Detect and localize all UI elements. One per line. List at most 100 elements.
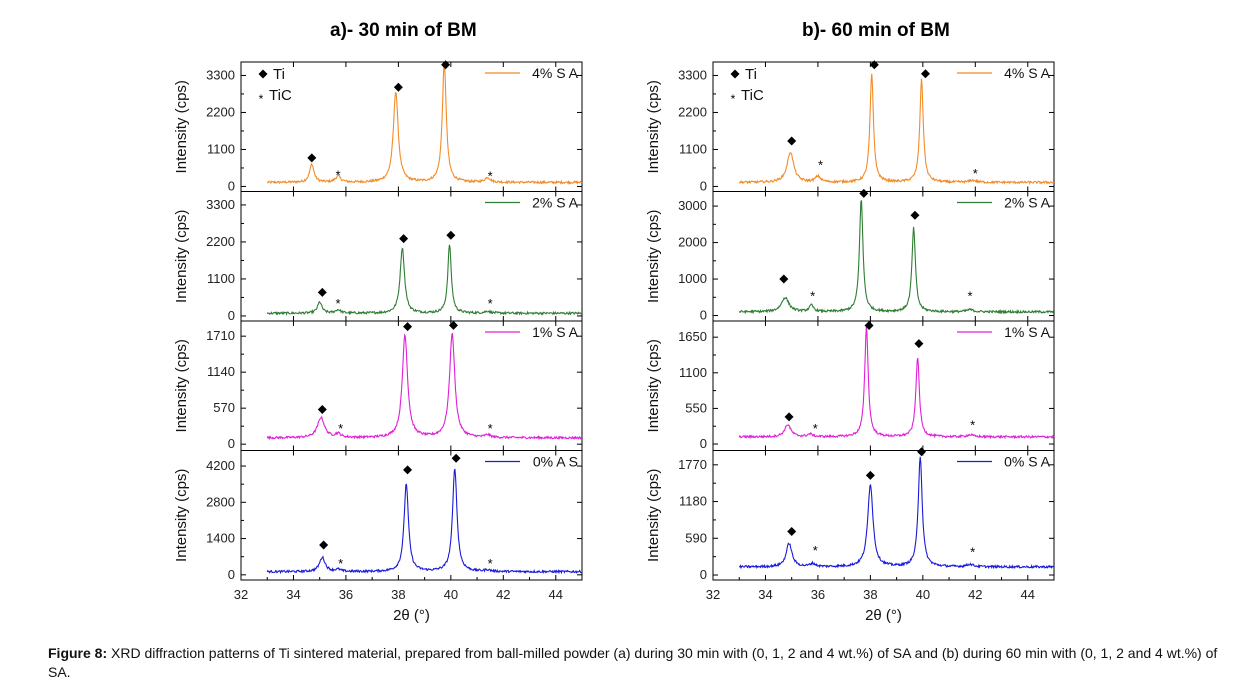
legend-label: 4% S A: [532, 65, 579, 81]
ti-peak-marker: [864, 321, 874, 331]
xrd-trace: [266, 468, 583, 575]
x-tick-label: 40: [444, 587, 458, 602]
x-tick-label: 32: [706, 587, 720, 602]
y-tick-label: 1180: [679, 494, 707, 509]
ti-peak-marker: [451, 453, 461, 463]
y-tick-label: 550: [685, 400, 707, 415]
x-tick-label: 38: [391, 587, 405, 602]
y-tick-label: 0: [228, 308, 235, 323]
subplot-1-s-a: 0 550 1100 1650 Intensity (cps) 1% S A * *: [645, 320, 1055, 451]
tic-peak-marker: *: [810, 288, 815, 303]
x-tick-label: 34: [758, 587, 772, 602]
y-axis-label: Intensity (cps): [645, 339, 662, 432]
y-tick-label: 1400: [206, 531, 235, 546]
xrd-trace: [266, 332, 583, 441]
y-tick-label: 2800: [206, 494, 235, 509]
ti-peak-marker: [910, 210, 920, 220]
y-tick-label: 2200: [678, 104, 707, 119]
ti-peak-marker: [784, 412, 794, 422]
y-tick-label: 0: [228, 567, 235, 582]
legend-tic-marker: *: [259, 92, 264, 106]
tic-peak-marker: *: [813, 543, 818, 558]
xrd-panel-1: a)- 30 min of BM 0 1100 2200 3300 Intensity (…: [173, 20, 583, 624]
ti-peak-marker: [403, 322, 413, 332]
y-axis-label: Intensity (cps): [645, 80, 662, 173]
ti-peak-marker: [917, 447, 927, 457]
x-tick-label: 32: [234, 587, 248, 602]
y-tick-label: 2000: [678, 235, 707, 250]
y-tick-label: 2200: [206, 104, 235, 119]
ti-peak-marker: [399, 234, 409, 244]
legend-label: 2% S A: [1004, 195, 1051, 211]
ti-peak-marker: [448, 320, 458, 330]
tic-peak-marker: *: [336, 296, 341, 311]
subplot-0-s-a: 0 590 1180 1770 Intensity (cps) 0% S A * *: [645, 447, 1055, 582]
legend-label: 1% S A: [1004, 324, 1051, 340]
panel-title: b)- 60 min of BM: [802, 20, 950, 41]
y-tick-label: 3300: [206, 67, 235, 82]
tic-peak-marker: *: [338, 421, 343, 436]
xrd-trace: [266, 63, 583, 185]
legend-ti-marker: [730, 69, 740, 79]
caption-label: Figure 8:: [48, 645, 108, 661]
ti-peak-marker: [859, 188, 869, 198]
legend-tic-label: TiC: [741, 87, 764, 104]
x-tick-label: 40: [916, 587, 930, 602]
plot-frame: [712, 61, 1055, 192]
legend-ti-label: Ti: [273, 66, 285, 83]
plot-frame: [712, 320, 1055, 451]
ti-peak-marker: [869, 60, 879, 70]
y-tick-label: 1140: [207, 364, 235, 379]
y-tick-label: 1100: [207, 271, 235, 286]
ti-peak-marker: [865, 470, 875, 480]
subplot-2-s-a: 0 1100 2200 3300 Intensity (cps) 2% S A * *: [173, 191, 583, 323]
y-axis-label: Intensity (cps): [173, 210, 190, 303]
y-tick-label: 1000: [678, 271, 707, 286]
y-tick-label: 1770: [678, 457, 707, 472]
ti-peak-marker: [441, 60, 451, 70]
legend-label: 1% S A: [532, 324, 579, 340]
x-tick-label: 42: [496, 587, 510, 602]
tic-peak-marker: *: [488, 296, 493, 311]
ti-peak-marker: [787, 136, 797, 146]
y-tick-label: 590: [685, 530, 707, 545]
x-axis-label: 2θ (°): [393, 607, 430, 624]
subplot-2-s-a: 0 1000 2000 3000 Intensity (cps) 2% S A * *: [645, 188, 1055, 323]
y-tick-label: 1100: [679, 365, 707, 380]
y-tick-label: 3000: [678, 198, 707, 213]
y-tick-label: 0: [700, 178, 707, 193]
subplot-4-s-a: 0 1100 2200 3300 Intensity (cps) 4% S A * * Ti * T…: [645, 60, 1055, 193]
y-tick-label: 1650: [678, 329, 707, 344]
y-axis-label: Intensity (cps): [173, 469, 190, 562]
x-tick-label: 38: [863, 587, 877, 602]
figure-caption: Figure 8: XRD diffraction patterns of Ti…: [48, 644, 1218, 682]
xrd-trace: [738, 200, 1055, 315]
plot-frame: [240, 450, 583, 581]
tic-peak-marker: *: [818, 158, 823, 173]
tic-peak-marker: *: [813, 421, 818, 436]
legend-ti-label: Ti: [745, 66, 757, 83]
x-axis-label: 2θ (°): [865, 607, 902, 624]
xrd-trace: [738, 456, 1055, 570]
panel-title: a)- 30 min of BM: [330, 20, 477, 41]
plot-frame: [240, 191, 583, 322]
ti-peak-marker: [446, 230, 456, 240]
subplot-1-s-a: 0 570 1140 1710 Intensity (cps) 1% S A * *: [173, 320, 583, 451]
legend-label: 2% S A: [532, 195, 579, 211]
legend-ti-marker: [258, 69, 268, 79]
y-tick-label: 570: [213, 400, 235, 415]
xrd-panel-2: b)- 60 min of BM 0 1100 2200 3300 Intensity (…: [645, 20, 1055, 624]
plot-frame: [712, 450, 1055, 581]
subplot-4-s-a: 0 1100 2200 3300 Intensity (cps) 4% S A * * Ti * T…: [173, 60, 583, 193]
tic-peak-marker: *: [973, 166, 978, 181]
ti-peak-marker: [779, 274, 789, 284]
x-tick-label: 44: [549, 587, 563, 602]
ti-peak-marker: [403, 465, 413, 475]
tic-peak-marker: *: [968, 288, 973, 303]
y-axis-label: Intensity (cps): [645, 469, 662, 562]
x-tick-label: 36: [339, 587, 353, 602]
y-axis-label: Intensity (cps): [173, 339, 190, 432]
y-tick-label: 1710: [206, 328, 235, 343]
ti-peak-marker: [914, 339, 924, 349]
